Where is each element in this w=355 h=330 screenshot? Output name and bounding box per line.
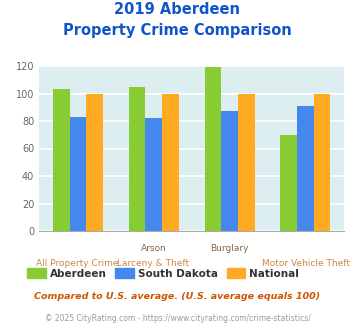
- Bar: [146, 118, 162, 231]
- Bar: [297, 106, 314, 231]
- Legend: Aberdeen, South Dakota, National: Aberdeen, South Dakota, National: [23, 264, 304, 283]
- Bar: [314, 93, 331, 231]
- Text: 2019 Aberdeen: 2019 Aberdeen: [115, 2, 240, 16]
- Text: Burglary: Burglary: [211, 244, 249, 253]
- Bar: [204, 67, 221, 231]
- Bar: [70, 117, 86, 231]
- Text: Property Crime Comparison: Property Crime Comparison: [63, 23, 292, 38]
- Bar: [86, 93, 103, 231]
- Text: © 2025 CityRating.com - https://www.cityrating.com/crime-statistics/: © 2025 CityRating.com - https://www.city…: [45, 314, 310, 323]
- Text: Larceny & Theft: Larceny & Theft: [118, 259, 190, 268]
- Bar: [53, 89, 70, 231]
- Bar: [221, 112, 238, 231]
- Bar: [280, 135, 297, 231]
- Text: Arson: Arson: [141, 244, 166, 253]
- Bar: [238, 93, 255, 231]
- Bar: [162, 93, 179, 231]
- Text: Compared to U.S. average. (U.S. average equals 100): Compared to U.S. average. (U.S. average …: [34, 292, 321, 301]
- Text: Motor Vehicle Theft: Motor Vehicle Theft: [262, 259, 350, 268]
- Bar: [129, 86, 146, 231]
- Text: All Property Crime: All Property Crime: [36, 259, 119, 268]
